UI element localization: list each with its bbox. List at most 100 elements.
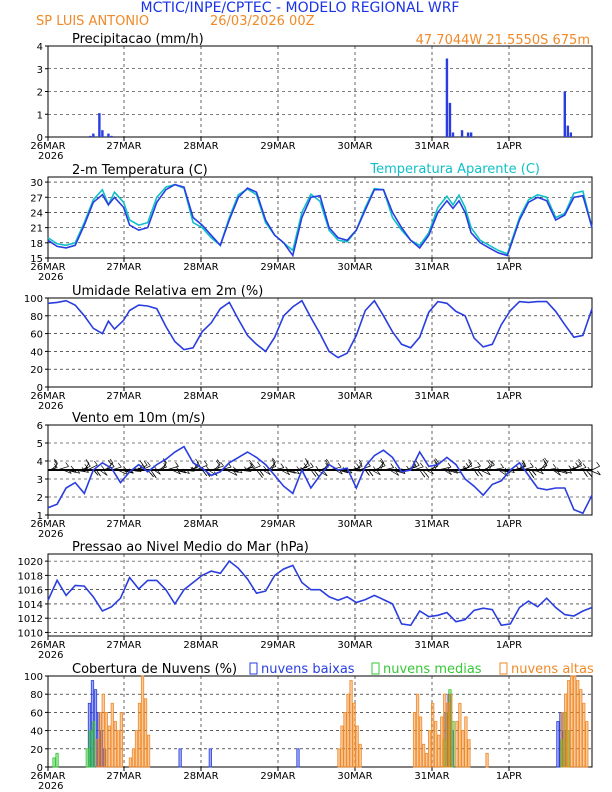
cloud-bar-nuvens-altas (570, 675, 574, 768)
y-tick-label: 27 (30, 193, 43, 204)
wind-barb-flag (310, 462, 314, 467)
cloud-bar-nuvens-altas (418, 716, 423, 768)
cloud-bar-nuvens-altas (485, 752, 489, 768)
wind-barb-flag (552, 463, 557, 469)
precip-bar (566, 125, 570, 137)
wind-barb-flag (157, 470, 161, 475)
x-tick-label: 30MAR (337, 262, 372, 273)
y-tick-label: 0 (37, 383, 43, 394)
x-tick-label: 1APR (496, 640, 522, 651)
precip-bar (445, 58, 449, 138)
wind-barb-flag (584, 472, 588, 477)
precip-bar (98, 113, 101, 137)
wind-barb-flag (379, 460, 384, 465)
x-year-label: 2026 (38, 272, 63, 283)
y-tick-label: 60 (30, 708, 43, 719)
wind-barb-flag (477, 461, 481, 467)
plot-frame (47, 675, 593, 768)
cloud-bar-nuvens-altas (107, 725, 111, 768)
cloud-bar-nuvens-altas (412, 712, 417, 768)
x-tick-label: 26MAR (30, 519, 65, 530)
cloud-bar-nuvens-medias (85, 748, 89, 768)
x-tick-label: 1APR (496, 141, 522, 152)
wind-barb-flag (522, 462, 527, 467)
plot-frame (47, 297, 593, 388)
y-tick-label: 60 (30, 330, 43, 341)
wind-barb-flag (323, 471, 328, 476)
cloud-bar-nuvens-altas (461, 730, 465, 768)
x-tick-label: 1APR (496, 391, 522, 402)
wind-barb-flag (139, 460, 144, 465)
panel-title: Umidade Relativa em 2m (%) (72, 284, 263, 299)
wind-barb-flag (196, 461, 201, 467)
series-line-pressao (47, 559, 593, 627)
wind-barb-flag (500, 463, 504, 468)
legend-swatch (249, 662, 258, 675)
wind-barb-flag (150, 472, 154, 478)
precip-bar (460, 130, 464, 137)
wind-barb-flag (415, 461, 420, 466)
cloud-bar-nuvens-baixas (296, 748, 300, 768)
legend-label: nuvens baixas (261, 662, 355, 677)
wind-barb (464, 463, 472, 471)
wind-barb-flag (448, 470, 452, 475)
panel-title: Precipitacao (mm/h) (72, 32, 204, 47)
x-tick-label: 27MAR (106, 640, 141, 651)
cloud-bar-nuvens-altas (98, 712, 102, 768)
cloud-bar-nuvens-altas (110, 702, 114, 768)
x-tick-label: 1APR (496, 519, 522, 530)
wind-barb (216, 463, 221, 471)
precip-bar (101, 130, 104, 137)
header-title: MCTIC/INPE/CPTEC - MODELO REGIONAL WRF (141, 0, 460, 16)
cloud-bar-nuvens-altas (467, 739, 471, 768)
x-tick-label: 29MAR (260, 141, 295, 152)
cloud-bar-nuvens-medias (88, 730, 92, 768)
wind-barb-flag (521, 462, 526, 467)
y-tick-label: 100 (24, 294, 43, 305)
x-tick-label: 29MAR (260, 771, 295, 782)
x-tick-label: 31MAR (414, 391, 449, 402)
wind-barb-flag (272, 457, 276, 463)
cloud-bar-nuvens-altas (582, 702, 586, 768)
wind-barb-flag (304, 458, 309, 463)
precip-bar (89, 135, 92, 137)
wind-barb-flag (588, 472, 593, 478)
wind-barb-flag (216, 459, 221, 464)
y-tick-label: 2 (37, 493, 43, 504)
cloud-bar-nuvens-altas (421, 743, 426, 768)
x-tick-label: 29MAR (260, 640, 295, 651)
x-tick-label: 29MAR (260, 391, 295, 402)
wind-barb-flag (324, 459, 329, 465)
y-tick-label: 1016 (18, 586, 43, 597)
x-year-label: 2026 (38, 781, 63, 792)
wind-barb-flag (582, 463, 587, 468)
wind-barb (356, 463, 363, 471)
wind-barb-flag (280, 463, 285, 468)
wind-barb-flag (420, 462, 424, 467)
x-tick-label: 30MAR (337, 640, 372, 651)
precip-bar (563, 91, 567, 137)
panel-title: Cobertura de Nuvens (%) (72, 662, 237, 677)
y-tick-label: 40 (30, 727, 43, 738)
plot-frame (47, 176, 593, 259)
wind-barb-flag (271, 458, 276, 464)
wind-barb-flag (286, 470, 290, 475)
y-tick-label: 21 (30, 224, 43, 235)
series-line-umidade-relativa (47, 299, 593, 359)
chart-panel-4: 1 2 3 4 5 6 26MAR 27MAR 28MAR 29MAR 30MAR 31MAR 1APR… (30, 411, 601, 540)
precip-bar (448, 102, 452, 137)
chart-panel-6: 0 20 40 60 80 100 26MAR 27MAR 28MAR 29MAR 30MAR 31M… (24, 662, 594, 792)
x-tick-label: 31MAR (414, 771, 449, 782)
x-tick-label: 27MAR (106, 519, 141, 530)
cloud-bar-nuvens-altas (579, 689, 583, 768)
wind-barb-flag (369, 471, 374, 477)
wind-barb-flag (54, 458, 58, 464)
x-tick-label: 26MAR (30, 771, 65, 782)
cloud-bar-nuvens-altas (119, 712, 123, 768)
wind-barb-flag (468, 461, 473, 467)
y-tick-label: 40 (30, 347, 43, 358)
y-tick-label: 2 (37, 88, 43, 99)
cloud-bar-nuvens-altas (343, 712, 347, 768)
x-tick-label: 30MAR (337, 771, 372, 782)
cloud-bar-nuvens-altas (455, 721, 459, 768)
